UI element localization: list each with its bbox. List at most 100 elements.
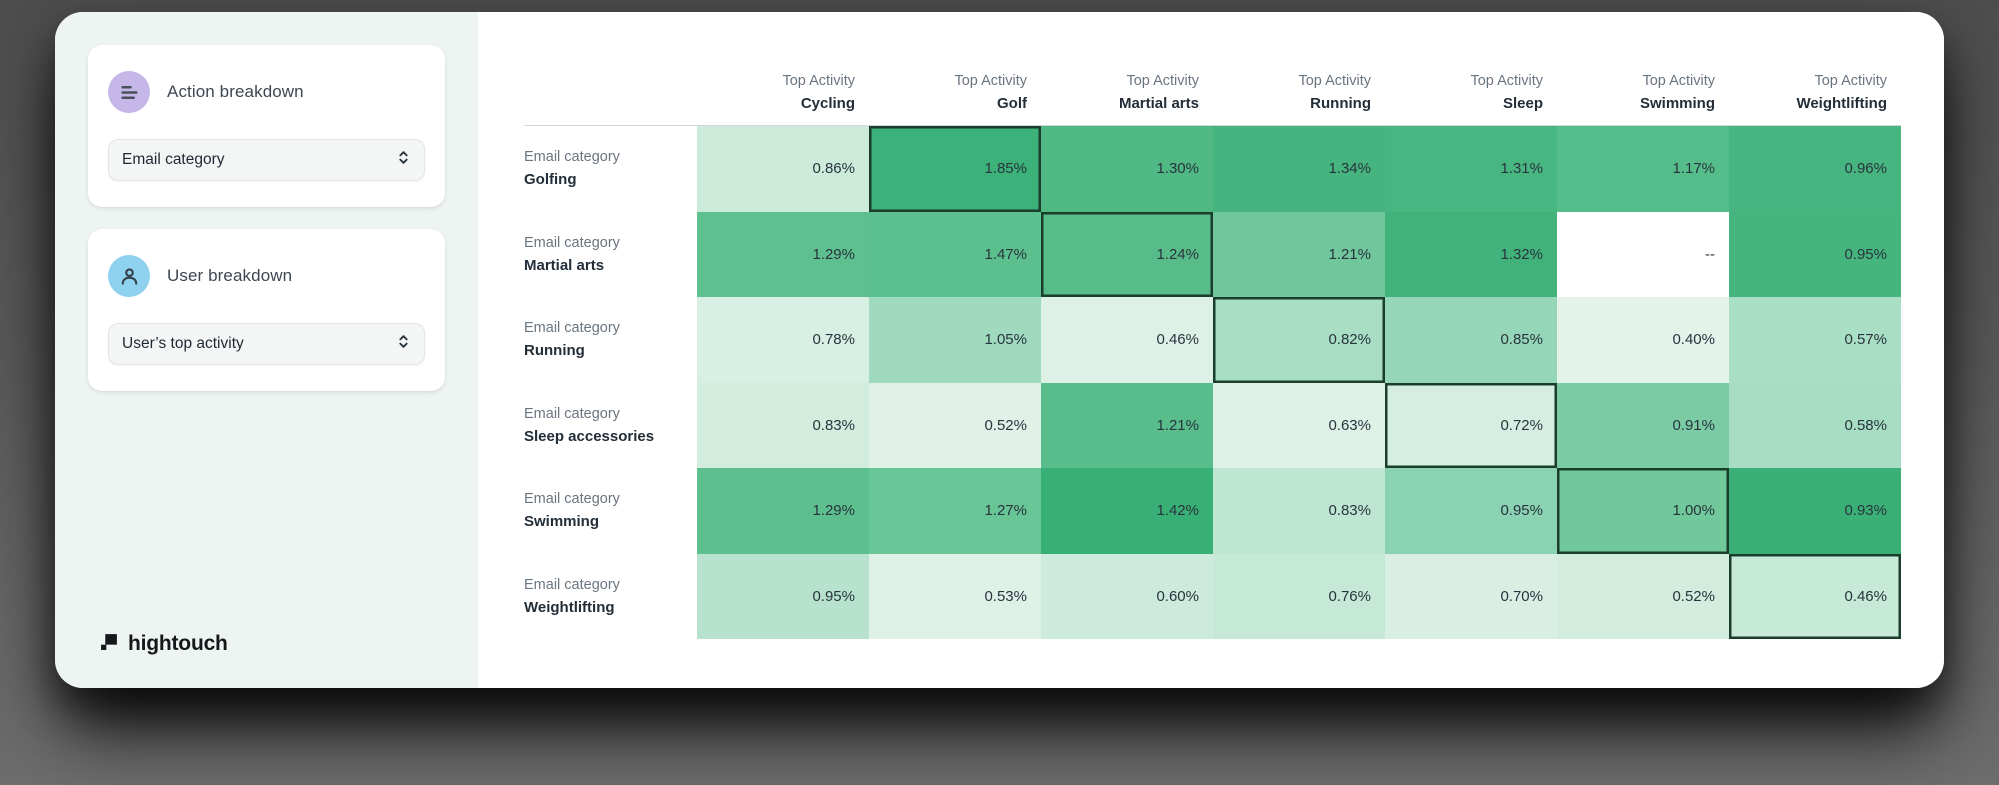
heatmap-cell[interactable]: 0.72% [1385, 382, 1557, 468]
header-name: Running [524, 342, 585, 360]
header-name: Golfing [524, 171, 577, 189]
heatmap-cell[interactable]: 0.95% [697, 553, 869, 639]
header-name: Swimming [524, 513, 600, 531]
row-label: Email category Weightlifting [524, 553, 697, 639]
heatmap-cell[interactable]: 1.31% [1385, 126, 1557, 212]
action-breakdown-title: Action breakdown [167, 82, 304, 101]
header-prefix: Top Activity [1298, 73, 1371, 89]
heatmap-cell[interactable]: 0.82% [1213, 297, 1385, 383]
heatmap-cell[interactable]: 0.93% [1729, 468, 1901, 554]
header-name: Sleep accessories [524, 427, 655, 445]
header-prefix: Top Activity [1126, 73, 1199, 89]
header-prefix: Top Activity [1814, 73, 1887, 89]
heatmap-cell[interactable]: 1.21% [1213, 211, 1385, 297]
heatmap-cell[interactable]: 0.83% [1213, 468, 1385, 554]
heatmap-cell[interactable]: 1.47% [869, 211, 1041, 297]
header-prefix: Top Activity [1642, 73, 1715, 89]
heatmap-cell[interactable]: 1.42% [1041, 468, 1213, 554]
heatmap-cell[interactable]: 0.70% [1385, 553, 1557, 639]
email-category-select[interactable]: Email category [108, 139, 425, 181]
column-header: Top Activity Golf [869, 50, 1041, 126]
column-header: Top Activity Running [1213, 50, 1385, 126]
header-name: Running [1310, 95, 1371, 112]
users-top-activity-select[interactable]: User’s top activity [108, 323, 425, 365]
column-header: Top Activity Sleep [1385, 50, 1557, 126]
heatmap-cell[interactable]: 0.40% [1557, 297, 1729, 383]
action-breakdown-card: Action breakdown Email category [88, 45, 445, 207]
bars-icon [108, 71, 150, 113]
heatmap-cell[interactable]: 0.46% [1041, 297, 1213, 383]
heatmap-cell[interactable]: 0.52% [1557, 553, 1729, 639]
header-name: Weightlifting [1796, 95, 1887, 112]
row-label: Email category Sleep accessories [524, 382, 697, 468]
heatmap-cell[interactable]: 0.91% [1557, 382, 1729, 468]
header-prefix: Top Activity [954, 73, 1027, 89]
heatmap-cell[interactable]: 1.29% [697, 468, 869, 554]
person-icon [108, 255, 150, 297]
heatmap-cell[interactable]: 0.53% [869, 553, 1041, 639]
heatmap-cell[interactable]: 0.46% [1729, 553, 1901, 639]
user-breakdown-card: User breakdown User’s top activity [88, 229, 445, 391]
header-name: Swimming [1639, 95, 1715, 112]
heatmap-cell[interactable]: 1.85% [869, 126, 1041, 212]
row-label: Email category Running [524, 297, 697, 383]
header-prefix: Email category [524, 149, 620, 166]
column-header: Top Activity Cycling [697, 50, 869, 126]
heatmap-cell[interactable]: 0.85% [1385, 297, 1557, 383]
header-name: Golf [997, 95, 1027, 112]
heatmap-cell[interactable]: 0.63% [1213, 382, 1385, 468]
heatmap-cell[interactable]: 0.95% [1729, 211, 1901, 297]
header-name: Martial arts [1118, 95, 1199, 112]
heatmap-cell[interactable]: 1.29% [697, 211, 869, 297]
row-label: Email category Martial arts [524, 211, 697, 297]
column-header: Top Activity Swimming [1557, 50, 1729, 126]
heatmap-cell[interactable]: 1.27% [869, 468, 1041, 554]
heatmap-cell[interactable]: 0.95% [1385, 468, 1557, 554]
heatmap-cell[interactable]: 1.24% [1041, 211, 1213, 297]
heatmap-cell[interactable]: 1.21% [1041, 382, 1213, 468]
sidebar: Action breakdown Email category [55, 12, 478, 688]
heatmap-cell[interactable]: 0.86% [697, 126, 869, 212]
heatmap-cell[interactable]: 0.83% [697, 382, 869, 468]
header-prefix: Email category [524, 320, 620, 337]
header-name: Weightlifting [524, 598, 615, 616]
heatmap-cell[interactable]: -- [1557, 211, 1729, 297]
heatmap-cell[interactable]: 1.30% [1041, 126, 1213, 212]
heatmap-cell[interactable]: 0.60% [1041, 553, 1213, 639]
column-header: Top Activity Martial arts [1041, 50, 1213, 126]
header-prefix: Email category [524, 234, 620, 251]
heatmap: Top Activity Cycling Top Activity Golf Top A… [524, 50, 1901, 639]
header-prefix: Email category [524, 491, 620, 508]
heatmap-cell[interactable]: 0.58% [1729, 382, 1901, 468]
header-prefix: Top Activity [782, 73, 855, 89]
heatmap-corner [524, 50, 697, 126]
heatmap-cell[interactable]: 1.00% [1557, 468, 1729, 554]
header-name: Cycling [800, 95, 855, 112]
hightouch-logo-text: hightouch [128, 632, 228, 655]
column-header: Top Activity Weightlifting [1729, 50, 1901, 126]
main-area: Top Activity Cycling Top Activity Golf Top A… [478, 12, 1944, 688]
heatmap-cell[interactable]: 0.78% [697, 297, 869, 383]
heatmap-cell[interactable]: 0.76% [1213, 553, 1385, 639]
users-top-activity-select-value: User’s top activity [122, 335, 244, 352]
heatmap-cell[interactable]: 1.34% [1213, 126, 1385, 212]
header-prefix: Email category [524, 576, 620, 593]
unfold-icon [396, 333, 411, 355]
email-category-select-value: Email category [122, 151, 225, 168]
user-breakdown-title: User breakdown [167, 266, 293, 285]
heatmap-cell[interactable]: 1.17% [1557, 126, 1729, 212]
header-name: Sleep [1502, 95, 1543, 112]
unfold-icon [396, 149, 411, 171]
heatmap-cell[interactable]: 1.32% [1385, 211, 1557, 297]
heatmap-cell[interactable]: 0.96% [1729, 126, 1901, 212]
action-breakdown-header: Action breakdown [108, 71, 425, 113]
header-prefix: Top Activity [1470, 73, 1543, 89]
header-prefix: Email category [524, 405, 620, 422]
heatmap-cell[interactable]: 0.57% [1729, 297, 1901, 383]
row-label: Email category Swimming [524, 468, 697, 554]
heatmap-cell[interactable]: 1.05% [869, 297, 1041, 383]
heatmap-cell[interactable]: 0.52% [869, 382, 1041, 468]
row-label: Email category Golfing [524, 126, 697, 212]
dashboard-panel: Action breakdown Email category [55, 12, 1944, 688]
hightouch-logo-icon [100, 632, 119, 656]
